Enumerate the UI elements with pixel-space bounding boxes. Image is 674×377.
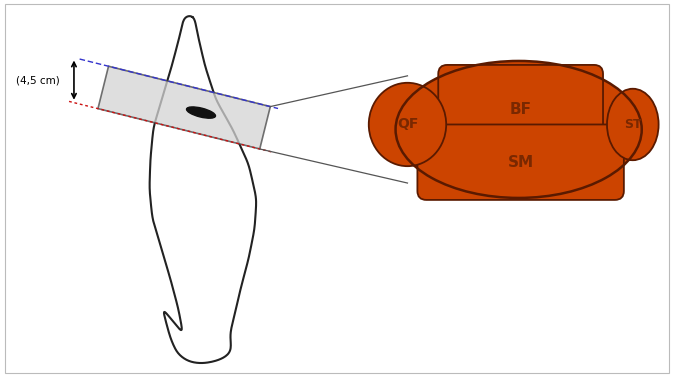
FancyBboxPatch shape: [438, 65, 603, 154]
Text: ST: ST: [624, 118, 642, 131]
Ellipse shape: [369, 83, 446, 166]
Polygon shape: [98, 66, 270, 149]
Text: QF: QF: [397, 118, 418, 132]
Text: SM: SM: [508, 155, 534, 170]
Ellipse shape: [607, 89, 658, 160]
Ellipse shape: [187, 107, 216, 118]
Ellipse shape: [396, 61, 642, 198]
Text: (4,5 cm): (4,5 cm): [16, 75, 60, 85]
FancyBboxPatch shape: [417, 124, 624, 200]
Text: BF: BF: [510, 102, 532, 117]
